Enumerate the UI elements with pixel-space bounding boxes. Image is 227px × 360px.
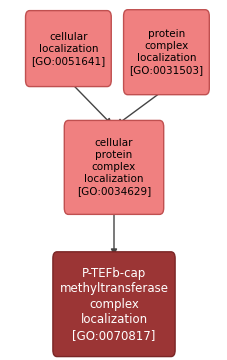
FancyBboxPatch shape: [123, 10, 208, 95]
Text: protein
complex
localization
[GO:0031503]: protein complex localization [GO:0031503…: [129, 29, 203, 75]
FancyBboxPatch shape: [53, 252, 174, 356]
FancyBboxPatch shape: [25, 10, 111, 87]
Text: cellular
protein
complex
localization
[GO:0034629]: cellular protein complex localization [G…: [76, 138, 151, 197]
Text: cellular
localization
[GO:0051641]: cellular localization [GO:0051641]: [31, 32, 105, 66]
Text: P-TEFb-cap
methyltransferase
complex
localization
[GO:0070817]: P-TEFb-cap methyltransferase complex loc…: [59, 267, 168, 342]
FancyBboxPatch shape: [64, 120, 163, 214]
